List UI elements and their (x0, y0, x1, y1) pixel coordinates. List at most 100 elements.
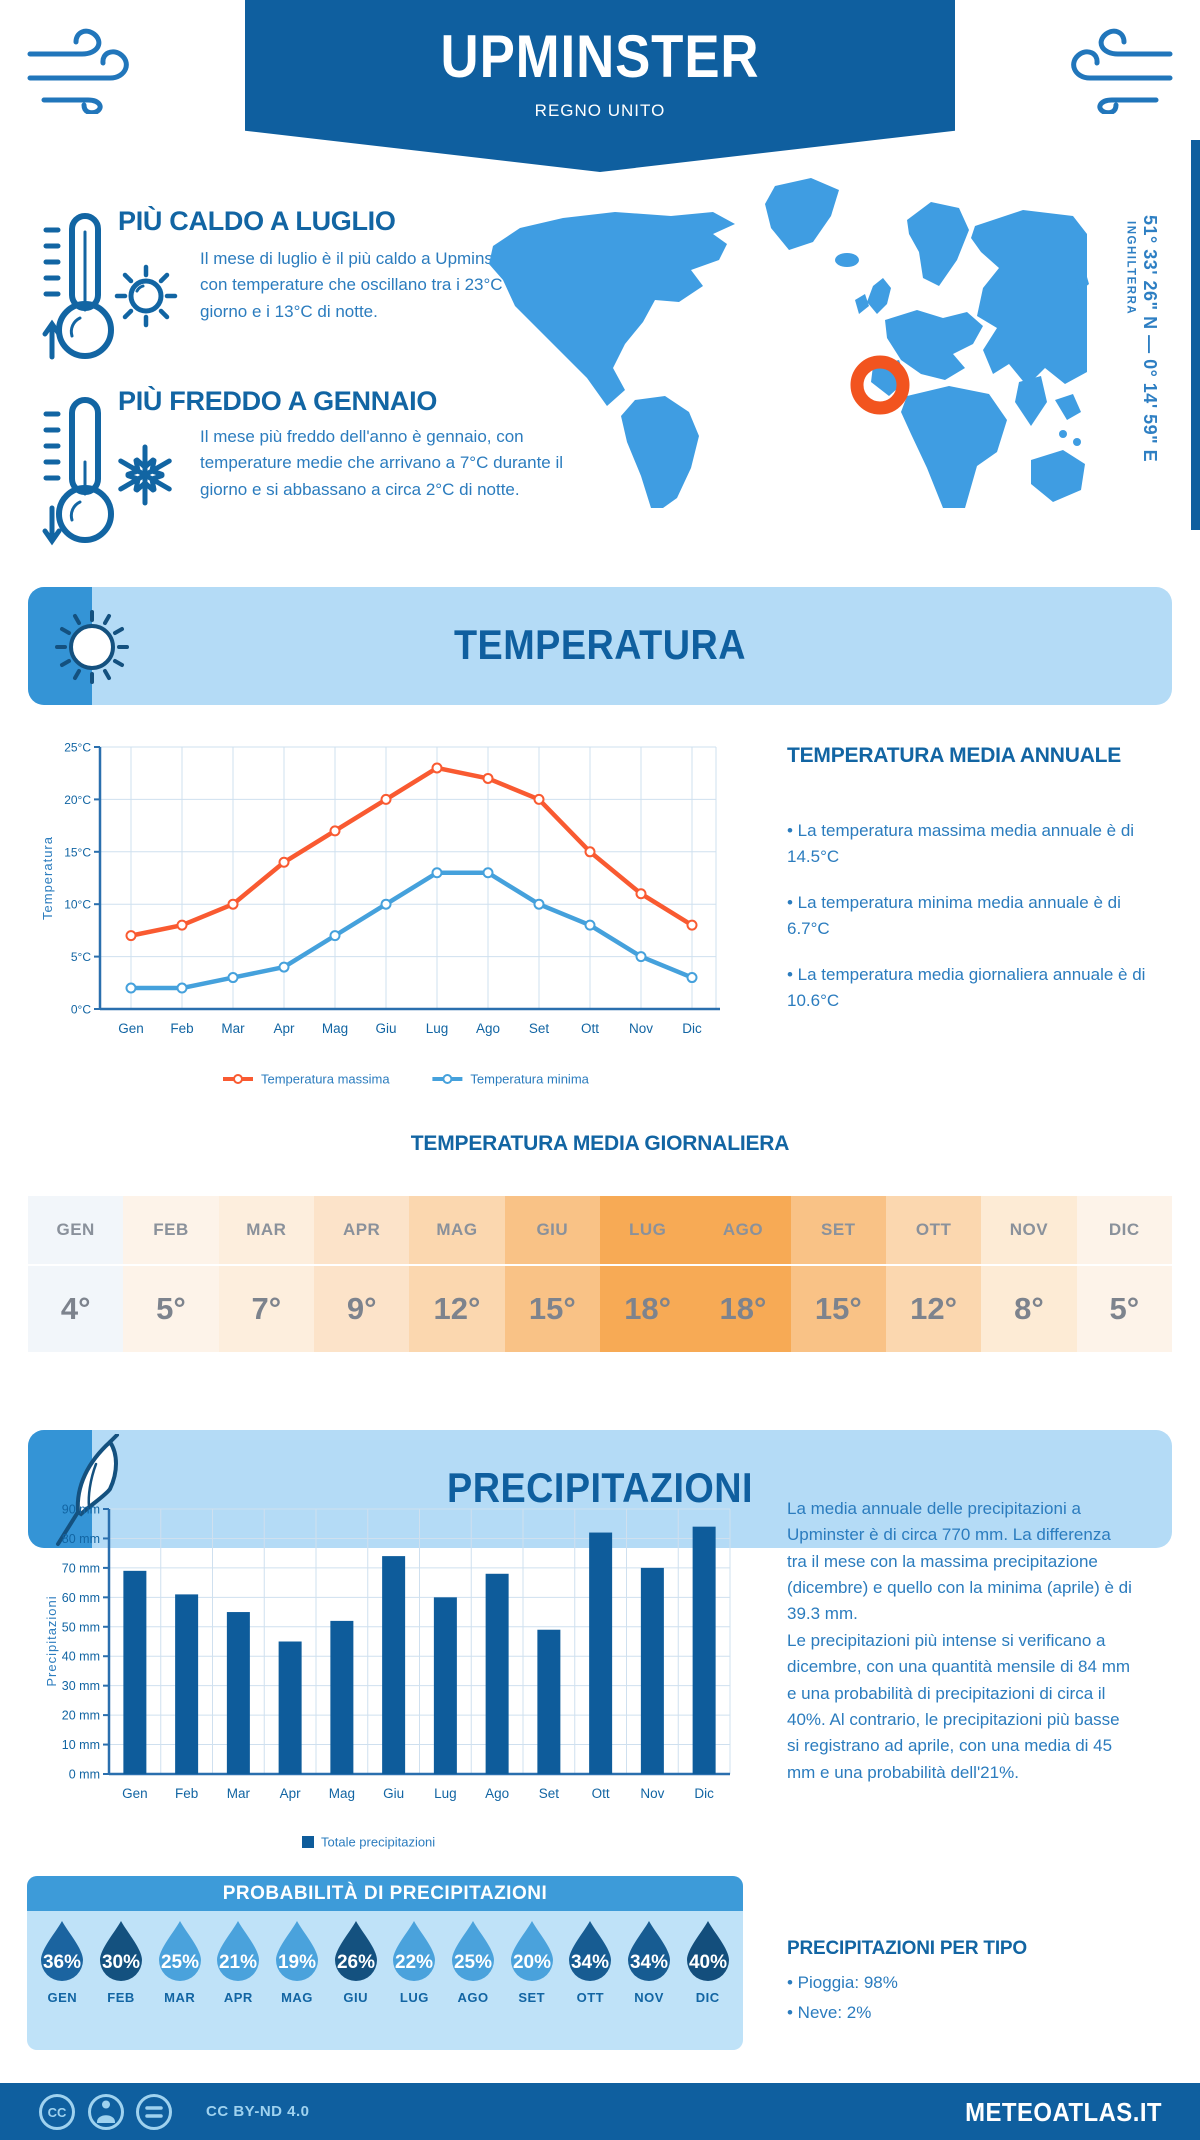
table-month-header: APR (313, 1196, 410, 1266)
svg-text:Mar: Mar (221, 1021, 245, 1036)
page-subtitle: REGNO UNITO (534, 101, 666, 120)
svg-text:Dic: Dic (682, 1021, 702, 1036)
precipitation-section-banner: PRECIPITAZIONI (28, 1430, 1172, 1548)
probability-drop: 21% APR (209, 1920, 268, 2005)
table-column: FEB 5° (123, 1196, 219, 1352)
drop-month-label: FEB (107, 1990, 135, 2005)
svg-text:Lug: Lug (426, 1021, 449, 1036)
table-temp-value: 18° (719, 1291, 767, 1326)
svg-text:70 mm: 70 mm (62, 1561, 100, 1575)
raindrop-icon: 21% (217, 1921, 260, 1981)
svg-text:40 mm: 40 mm (62, 1650, 100, 1664)
raindrop-icon: 30% (100, 1921, 142, 1981)
data-point (176, 919, 188, 931)
svg-text:34%: 34% (571, 1952, 609, 1973)
probability-drop: 22% LUG (385, 1920, 444, 2005)
snowflake-icon (118, 444, 172, 506)
raindrop-icon: 40% (686, 1921, 729, 1981)
hot-text: Il mese di luglio è il più caldo a Upmin… (200, 249, 521, 321)
svg-text:0°C: 0°C (71, 1003, 91, 1017)
sun-banner-icon (55, 610, 129, 684)
data-point (380, 793, 392, 805)
probability-drop: 36% GEN (33, 1920, 92, 2005)
hot-title: PIÙ CALDO A LUGLIO (118, 206, 396, 236)
table-month-header: FEB (123, 1196, 219, 1266)
drop-month-label: LUG (399, 1990, 429, 2005)
wind-icon (1071, 28, 1173, 114)
temperature-section-banner: TEMPERATURA (28, 587, 1172, 705)
table-temp-value: 9° (346, 1291, 377, 1326)
cold-title: PIÙ FREDDO A GENNAIO (118, 386, 438, 416)
svg-text:25%: 25% (454, 1952, 492, 1973)
svg-text:21%: 21% (219, 1952, 257, 1973)
bar (433, 1597, 457, 1774)
coordinates-block: 51° 33' 26" N — 0° 14' 59" E INGHILTERRA (1122, 215, 1162, 462)
svg-text:Apr: Apr (280, 1786, 302, 1801)
table-temp-value: 5° (156, 1291, 186, 1326)
raindrop-icon: 34% (628, 1921, 671, 1981)
table-column: SET 15° (790, 1196, 886, 1352)
cold-text: Il mese più freddo dell'anno è gennaio, … (200, 427, 564, 499)
bar (175, 1594, 199, 1774)
table-column: GEN 4° (28, 1196, 124, 1352)
drop-month-label: GIU (343, 1990, 368, 2005)
daily-temp-table: GEN 4° FEB 5° MAR 7° APR 9° MAG 12° GIU 15° LUG 18° AG… (28, 1196, 1172, 1352)
svg-text:Mag: Mag (322, 1021, 348, 1036)
table-month-header: NOV (981, 1196, 1077, 1266)
svg-text:Nov: Nov (640, 1786, 664, 1801)
precipitation-section-title: PRECIPITAZIONI (447, 1464, 753, 1511)
data-point (227, 898, 239, 910)
precip-paragraph-1: La media annuale delle precipitazioni a … (787, 1499, 1132, 1624)
table-column: MAR 7° (218, 1196, 314, 1352)
svg-text:26%: 26% (337, 1952, 375, 1973)
site-name: METEOATLAS.IT (965, 2097, 1162, 2127)
annual-bullet-1: • La temperatura massima media annuale è… (787, 821, 1135, 867)
probability-drop: 30% FEB (92, 1920, 151, 2005)
grid (109, 1508, 731, 1774)
precip-type-snow: • Neve: 2% (787, 2003, 872, 2022)
data-point (584, 846, 596, 858)
svg-text:25°C: 25°C (64, 741, 91, 755)
data-point (227, 972, 239, 984)
svg-text:15°C: 15°C (64, 845, 91, 859)
data-point (533, 793, 545, 805)
bar (226, 1612, 250, 1774)
drop-month-label: MAR (164, 1990, 196, 2005)
data-point (584, 919, 596, 931)
data-point (431, 762, 443, 774)
table-month-header: SET (790, 1196, 886, 1266)
drop-month-label: SET (518, 1990, 546, 2005)
table-column: MAG 12° (409, 1196, 505, 1352)
table-column: APR 9° (313, 1196, 410, 1352)
table-temp-value: 8° (1014, 1291, 1044, 1326)
bar (589, 1532, 613, 1774)
bar (382, 1556, 406, 1774)
svg-text:30 mm: 30 mm (62, 1679, 100, 1693)
probability-card: PROBABILITÀ DI PRECIPITAZIONI 36% GEN 30% F… (27, 1876, 743, 2050)
svg-text:Gen: Gen (118, 1021, 144, 1036)
temperature-line-chart: 0°C 5°C 10°C 15°C 20°C 25°C Gen Feb Mar Apr Mag Giu… (40, 741, 720, 1087)
data-point (533, 898, 545, 910)
svg-text:20 mm: 20 mm (62, 1709, 100, 1723)
svg-text:0 mm: 0 mm (69, 1768, 100, 1782)
raindrop-icon: 34% (569, 1921, 612, 1981)
bar (640, 1567, 664, 1774)
raindrop-icon: 22% (393, 1921, 436, 1981)
bar (330, 1620, 354, 1774)
drop-month-label: NOV (634, 1990, 664, 2005)
bar (278, 1641, 302, 1774)
data-point (482, 772, 494, 784)
drop-month-label: DIC (695, 1990, 720, 2005)
data-point (329, 825, 341, 837)
precip-types-title: PRECIPITAZIONI PER TIPO (787, 1938, 1027, 1959)
svg-text:Giu: Giu (375, 1021, 396, 1036)
svg-text:90 mm: 90 mm (62, 1503, 100, 1517)
probability-drop: 40% DIC (678, 1920, 737, 2005)
bar (485, 1573, 509, 1774)
raindrop-icon: 25% (452, 1921, 495, 1981)
svg-text:Ago: Ago (476, 1021, 500, 1036)
svg-text:Mar: Mar (227, 1786, 251, 1801)
data-point (635, 888, 647, 900)
svg-text:20%: 20% (513, 1952, 551, 1973)
